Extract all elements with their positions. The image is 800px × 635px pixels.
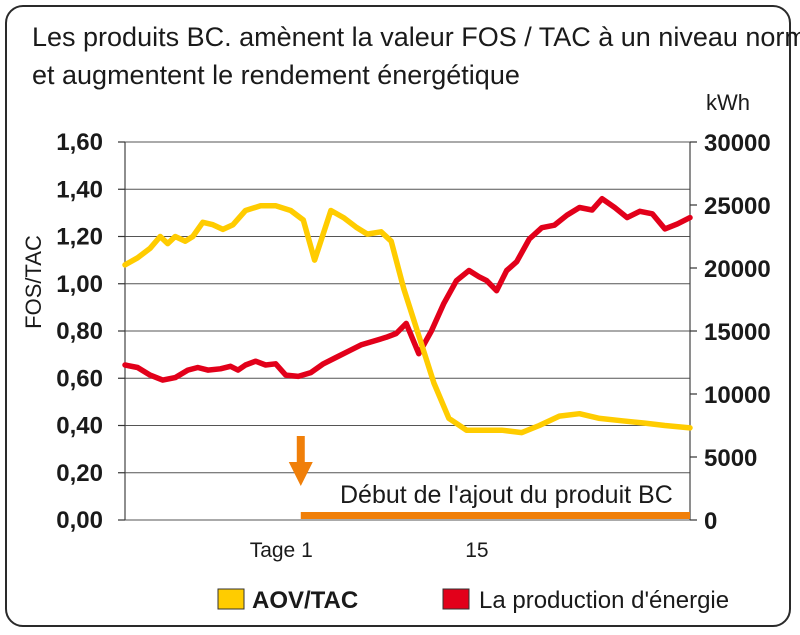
left-tick-label: 0,60 <box>56 365 103 392</box>
series-layer <box>122 195 693 436</box>
left-tick-label: 0,40 <box>56 413 103 440</box>
series-line-aov-tac <box>122 203 693 436</box>
bc-arrow-shaft <box>296 436 305 464</box>
right-tick-label: 10000 <box>704 382 771 409</box>
legend-swatch-aov-tac <box>217 588 245 610</box>
left-axis-ticks: 1,60 1,40 1,20 1,00 0,80 0,60 0,40 0,20 0,00 <box>56 129 125 534</box>
legend-label-energy: La production d'énergie <box>479 587 729 614</box>
annotation-bc-start: Début de l'ajout du produit BC <box>288 436 690 519</box>
bc-addition-bar <box>300 512 690 519</box>
right-axis-ticks: 30000 25000 20000 15000 10000 5000 0 <box>690 130 771 535</box>
left-tick-label: 1,60 <box>56 129 103 156</box>
left-axis-label: FOS/TAC <box>21 235 46 329</box>
right-axis-label: kWh <box>706 90 750 115</box>
chart-title-line-1: Les produits BC. amènent la valeur FOS /… <box>32 22 800 52</box>
gridlines <box>125 141 690 521</box>
left-tick-label: 1,00 <box>56 271 103 298</box>
left-tick-label: 0,80 <box>56 318 103 345</box>
x-axis-label: Tage 1 <box>250 539 313 562</box>
right-tick-label: 5000 <box>704 445 757 472</box>
legend-label-aov-tac: AOV/TAC <box>252 587 358 614</box>
left-tick-label: 0,00 <box>56 507 103 534</box>
right-tick-label: 15000 <box>704 319 771 346</box>
right-tick-label: 20000 <box>704 256 771 283</box>
annot-text: Début de l'ajout du produit BC <box>340 481 673 509</box>
x-axis-label: 15 <box>465 539 488 562</box>
legend: AOV/TAC La production d'énergie <box>217 587 729 614</box>
legend-swatch-energy <box>442 588 470 610</box>
left-tick-label: 1,20 <box>56 224 103 251</box>
chart-title-line-2: et augmentent le rendement énergétique <box>32 60 520 90</box>
left-tick-label: 1,40 <box>56 176 103 203</box>
bc-arrow-head <box>288 462 313 486</box>
x-axis-labels: Tage 1 15 <box>250 539 489 562</box>
left-tick-label: 0,20 <box>56 460 103 487</box>
right-tick-label: 0 <box>704 508 717 535</box>
series-line-energy <box>122 195 693 383</box>
annot-text-background <box>336 478 677 510</box>
right-tick-label: 25000 <box>704 193 771 220</box>
right-tick-label: 30000 <box>704 130 771 157</box>
